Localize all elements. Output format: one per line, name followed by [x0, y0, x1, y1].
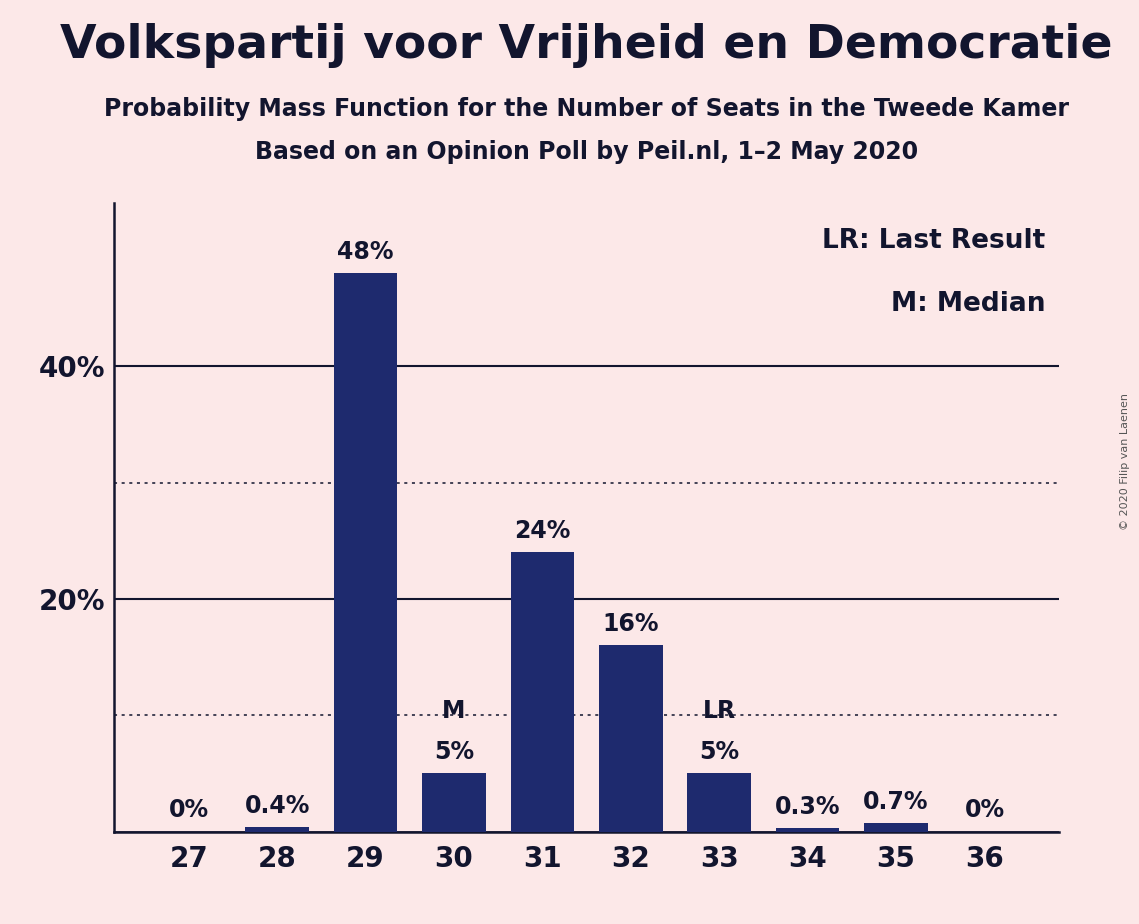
- Text: 24%: 24%: [514, 519, 571, 543]
- Text: 0.7%: 0.7%: [863, 790, 928, 814]
- Bar: [423, 773, 486, 832]
- Bar: [599, 646, 663, 832]
- Text: 5%: 5%: [434, 740, 474, 764]
- Text: Volkspartij voor Vrijheid en Democratie: Volkspartij voor Vrijheid en Democratie: [60, 23, 1113, 68]
- Text: M: M: [442, 699, 466, 723]
- Text: 0%: 0%: [169, 798, 208, 822]
- Text: 48%: 48%: [337, 240, 394, 263]
- Bar: [334, 274, 398, 832]
- Text: Probability Mass Function for the Number of Seats in the Tweede Kamer: Probability Mass Function for the Number…: [104, 97, 1070, 121]
- Text: Based on an Opinion Poll by Peil.nl, 1–2 May 2020: Based on an Opinion Poll by Peil.nl, 1–2…: [255, 140, 918, 164]
- Text: 5%: 5%: [699, 740, 739, 764]
- Bar: [245, 827, 309, 832]
- Text: LR: Last Result: LR: Last Result: [822, 228, 1046, 254]
- Text: 0.4%: 0.4%: [245, 794, 310, 818]
- Bar: [510, 553, 574, 832]
- Text: LR: LR: [703, 699, 736, 723]
- Text: 0.3%: 0.3%: [775, 795, 841, 819]
- Text: 16%: 16%: [603, 612, 659, 636]
- Bar: [865, 823, 928, 832]
- Text: 0%: 0%: [965, 798, 1005, 822]
- Bar: [776, 828, 839, 832]
- Text: M: Median: M: Median: [891, 291, 1046, 317]
- Bar: [687, 773, 751, 832]
- Text: © 2020 Filip van Laenen: © 2020 Filip van Laenen: [1121, 394, 1130, 530]
